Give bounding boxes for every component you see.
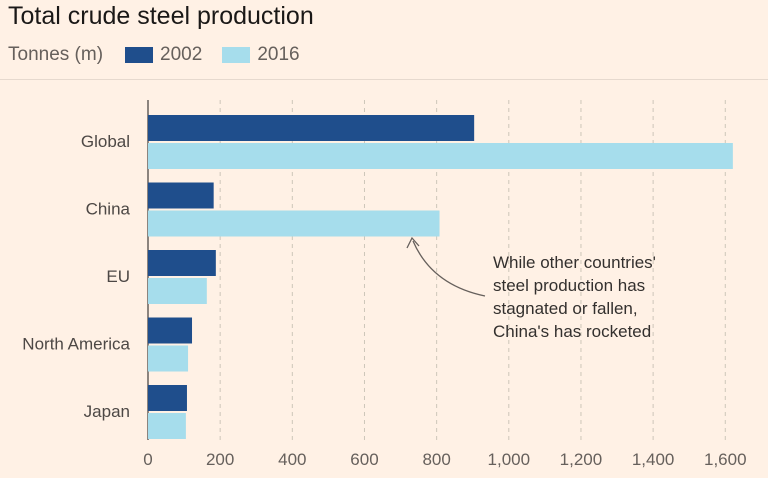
bar-global-2016 [148,143,733,169]
annotation-line-2: steel production has [493,276,645,295]
legend-swatch-2016 [222,47,251,63]
bar-global-2002 [148,115,475,141]
annotation: While other countries' steel production h… [406,236,656,341]
bar-north-america-2016 [148,345,189,372]
bar-china-2002 [148,182,214,209]
category-label-japan: Japan [84,402,130,421]
legend-entry-2002: 2002 [125,44,202,66]
category-label-global: Global [81,132,130,151]
annotation-arrow-line [412,240,486,297]
x-axis-tick-labels: 0 200 400 600 800 1,000 1,200 1,400 1,600 [143,450,746,469]
x-tick-label-1000: 1,000 [488,450,531,469]
units-label: Tonnes (m) [8,44,104,65]
header-divider [0,79,768,80]
x-tick-label-1600: 1,600 [704,450,747,469]
bar-eu-2016 [148,278,207,304]
category-labels: Global China EU North America Japan [22,132,130,421]
legend-label-2016: 2016 [257,44,300,65]
x-tick-label-800: 800 [422,450,450,469]
x-tick-label-0: 0 [143,450,152,469]
annotation-line-3: stagnated or fallen, [493,299,638,318]
chart-title: Total crude steel production [8,2,314,30]
x-tick-label-1200: 1,200 [560,450,603,469]
category-label-china: China [86,200,131,219]
category-label-eu: EU [106,267,130,286]
bars [148,115,733,439]
legend-entry-2016: 2016 [222,44,300,66]
x-tick-label-1400: 1,400 [632,450,675,469]
bar-north-america-2002 [148,317,193,344]
annotation-line-1: While other countries' [493,253,656,272]
bar-eu-2002 [148,250,216,276]
annotation-line-4: China's has rocketed [493,322,651,341]
bar-japan-2002 [148,385,187,411]
x-tick-label-600: 600 [350,450,378,469]
legend-swatch-2002 [125,47,154,63]
legend: Tonnes (m) 2002 2016 [8,44,320,66]
x-tick-label-200: 200 [206,450,234,469]
legend-label-2002: 2002 [160,44,203,65]
category-label-north-america: North America [22,335,130,354]
x-tick-label-400: 400 [278,450,306,469]
annotation-arrow-head [406,236,420,249]
bar-japan-2016 [148,413,186,439]
bar-china-2016 [148,210,440,237]
